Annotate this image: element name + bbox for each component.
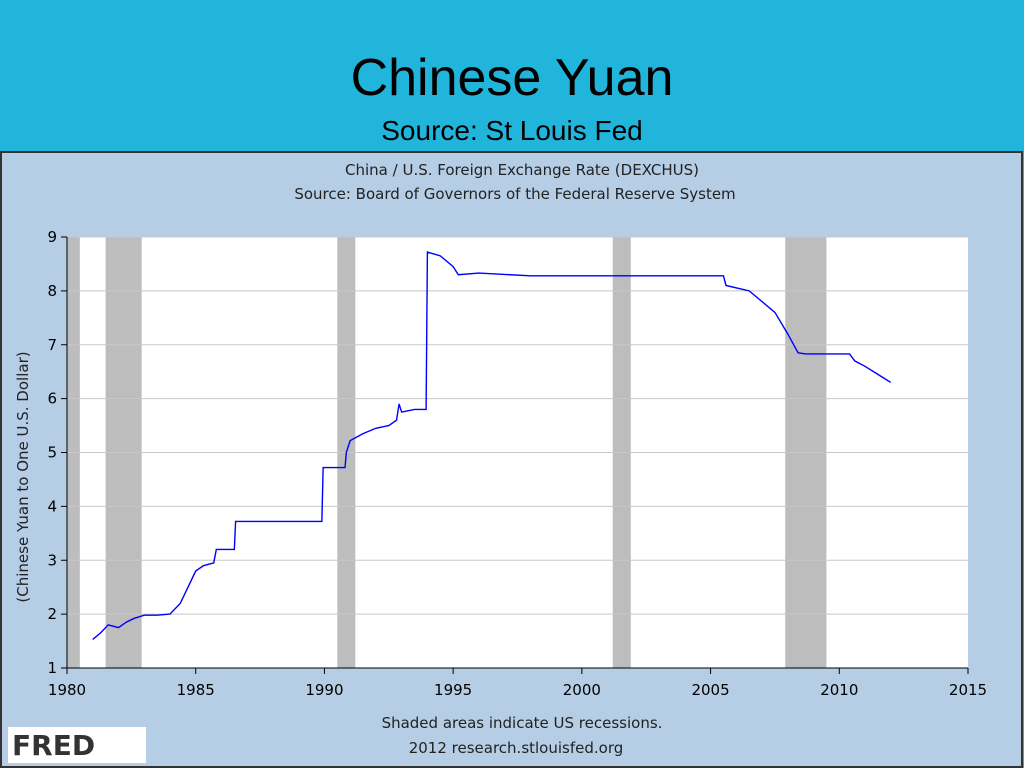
x-tick-label: 2010 (820, 681, 858, 699)
x-tick-label: 2005 (691, 681, 729, 699)
note: Shaded areas indicate US recessions. (382, 714, 663, 732)
header-band (0, 0, 1024, 152)
y-tick-label: 5 (47, 444, 57, 462)
note: 2012 research.stlouisfed.org (409, 739, 624, 757)
x-tick-label: 1980 (48, 681, 86, 699)
slide-subtitle: Source: St Louis Fed (381, 115, 642, 146)
y-tick-label: 2 (47, 605, 57, 623)
y-tick-label: 8 (47, 282, 57, 300)
logo: FRED (12, 729, 95, 762)
chart-subtitle: Source: Board of Governors of the Federa… (294, 185, 735, 203)
slide-title: Chinese Yuan (351, 49, 674, 107)
x-tick-label: 1985 (177, 681, 215, 699)
chart-title: China / U.S. Foreign Exchange Rate (DEXC… (345, 161, 699, 179)
plot: 1 2 3 4 5 6 7 8 9 1980 1985 1990 1995 2000 2005 2010 201… (47, 228, 987, 699)
x-tick-label: 2015 (949, 681, 987, 699)
x-tick-label: 1995 (434, 681, 472, 699)
data-line (92, 251, 892, 640)
x-tick-label: 1990 (305, 681, 343, 699)
logo-box (8, 727, 146, 763)
y-tick-label: 7 (47, 336, 57, 354)
y-tick-label: 1 (47, 659, 57, 677)
x-tick-label: 2000 (563, 681, 601, 699)
y-tick-label: 6 (47, 390, 57, 408)
y-axis-label: (Chinese Yuan to One U.S. Dollar) (14, 351, 32, 602)
y-tick-label: 3 (47, 551, 57, 569)
y-tick-label: 9 (47, 228, 57, 246)
y-tick-label: 4 (47, 497, 57, 515)
